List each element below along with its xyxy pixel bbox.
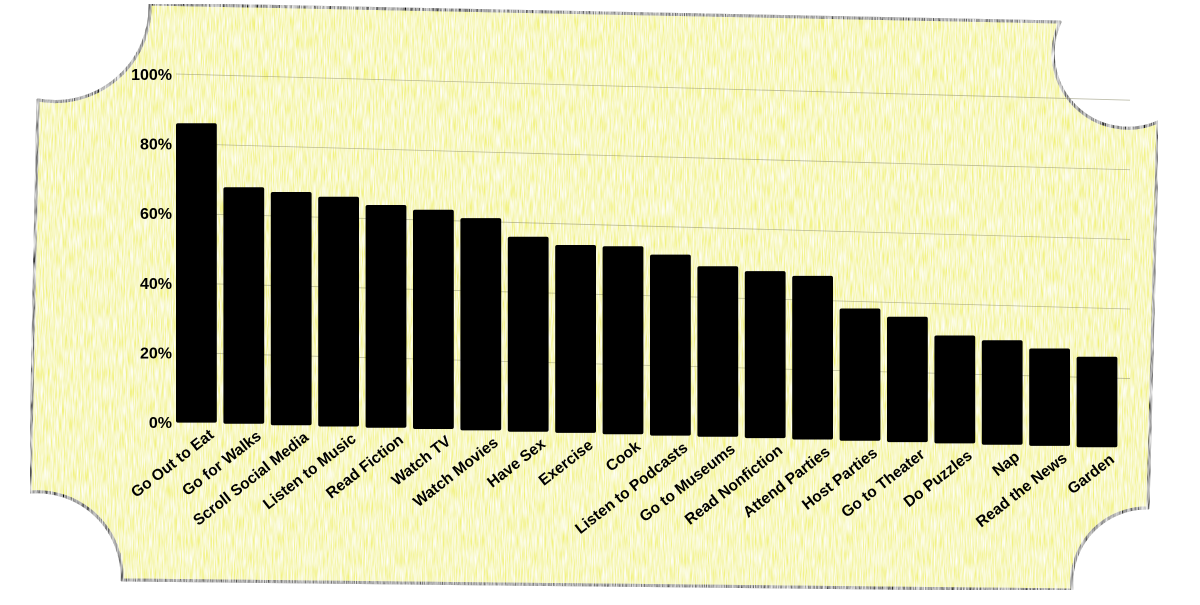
bar xyxy=(555,245,596,433)
bar xyxy=(365,205,407,428)
bar xyxy=(887,316,928,443)
y-tick-label: 40% xyxy=(140,276,172,293)
bar xyxy=(650,254,691,436)
gridline xyxy=(175,143,1131,171)
bar xyxy=(1029,348,1070,446)
bar xyxy=(1076,356,1118,448)
bar xyxy=(176,123,217,423)
bar xyxy=(460,218,502,431)
y-tick-label: 0% xyxy=(149,415,172,432)
bar xyxy=(602,246,644,435)
bar xyxy=(934,335,976,444)
bar xyxy=(981,340,1023,445)
y-tick-label: 80% xyxy=(140,137,172,154)
y-axis: 0% 20% 40% 60% 80% 100% xyxy=(131,67,172,432)
bar xyxy=(270,192,312,426)
bar xyxy=(413,209,454,429)
bar xyxy=(507,236,549,432)
bar xyxy=(792,275,833,440)
y-tick-label: 20% xyxy=(140,345,172,362)
bar xyxy=(697,266,739,437)
bar xyxy=(318,196,359,427)
bar xyxy=(839,308,881,441)
y-tick-label: 60% xyxy=(140,206,172,223)
bar xyxy=(744,271,786,439)
bar xyxy=(223,187,265,424)
bars xyxy=(176,123,1118,448)
y-tick-label: 100% xyxy=(131,67,172,84)
gridline xyxy=(175,73,1131,101)
